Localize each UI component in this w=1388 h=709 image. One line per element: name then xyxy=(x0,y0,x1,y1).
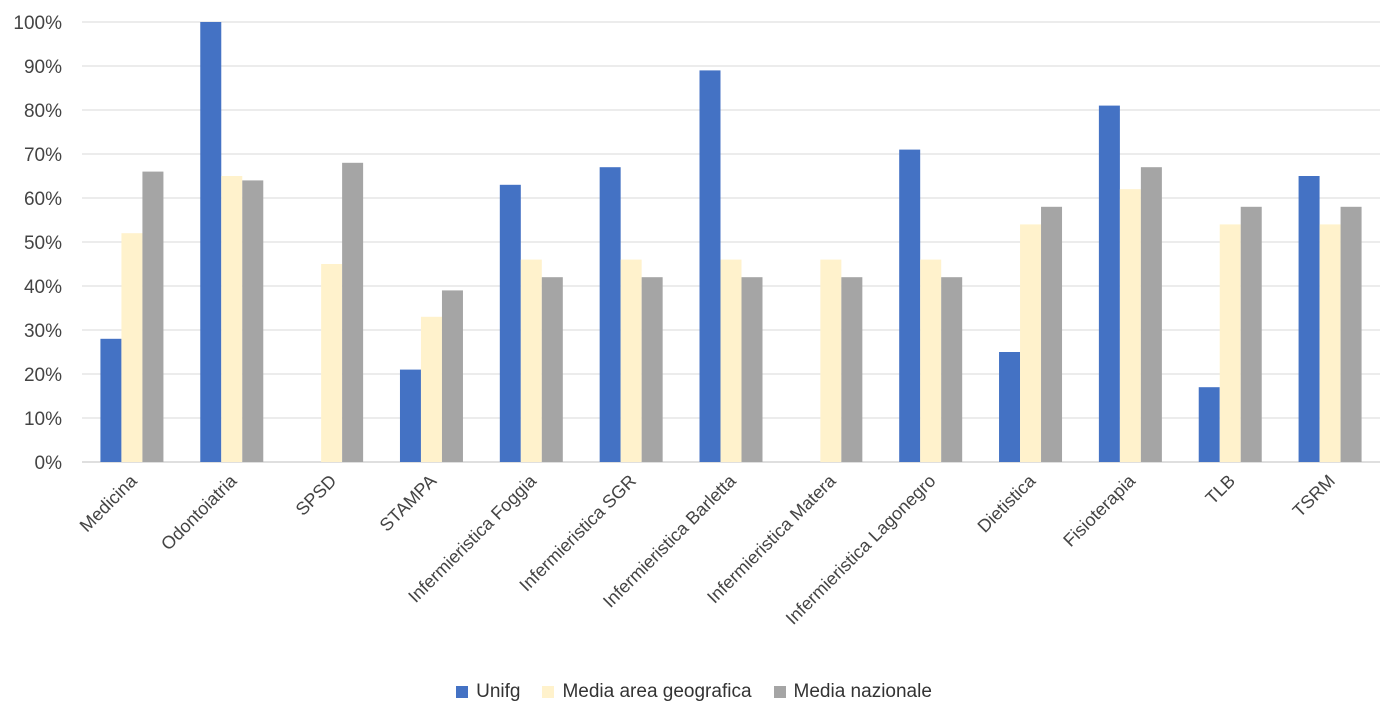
y-tick-label: 100% xyxy=(13,13,62,34)
y-tick-label: 30% xyxy=(24,321,62,342)
bar-media-area-geografica-infermieristica-sgr xyxy=(620,259,642,462)
y-axis: 0% 10% 20% 30% 40% 50% 60% 70% 80% 90% 100% xyxy=(13,13,62,474)
bar-media-area-geografica-medicina xyxy=(121,233,143,462)
x-tick-label-medicina: Medicina xyxy=(76,470,142,536)
bar-media-nazionale-infermieristica-lagonegro xyxy=(941,277,963,462)
legend-swatch-media-area-geografica xyxy=(542,686,555,698)
legend-item-media-area-geografica: Media area geografica xyxy=(542,681,752,703)
y-tick-label: 70% xyxy=(24,145,62,166)
bar-media-area-geografica-odontoiatria xyxy=(221,176,243,462)
bar-media-area-geografica-spsd xyxy=(321,264,343,462)
y-tick-label: 90% xyxy=(24,57,62,78)
legend-swatch-media-nazionale xyxy=(773,686,786,698)
x-tick-label-tsrm: TSRM xyxy=(1289,471,1339,521)
bar-media-nazionale-spsd xyxy=(342,162,364,463)
x-tick-label-spsd: SPSD xyxy=(292,471,341,520)
x-axis: Medicina Odontoiatria SPSD STAMPAInfermieri… xyxy=(76,470,1339,628)
bar-unifg-infermieristica-barletta xyxy=(699,70,721,463)
x-tick-label-dietistica: Dietistica xyxy=(974,470,1040,536)
bar-media-nazionale-odontoiatria xyxy=(242,180,264,462)
y-tick-label: 50% xyxy=(24,233,62,254)
bar-media-nazionale-tsrm xyxy=(1340,206,1362,462)
bar-unifg-dietistica xyxy=(999,352,1021,462)
bar-unifg-tlb xyxy=(1198,387,1220,462)
bar-unifg-infermieristica-sgr xyxy=(599,167,621,462)
legend-label-media-nazionale: Media nazionale xyxy=(793,681,932,702)
bar-unifg-stampa xyxy=(399,369,421,462)
bar-media-nazionale-infermieristica-matera xyxy=(841,277,863,462)
bar-media-nazionale-stampa xyxy=(441,290,463,462)
bar-unifg-infermieristica-lagonegro xyxy=(899,149,921,462)
bar-unifg-infermieristica-foggia xyxy=(499,184,521,463)
x-tick-label-stampa: STAMPA xyxy=(376,471,441,536)
legend-label-media-area-geografica: Media area geografica xyxy=(562,681,752,702)
x-tick-label-odontoiatria: Odontoiatria xyxy=(157,470,241,554)
y-tick-label: 80% xyxy=(24,101,62,122)
y-tick-label: 40% xyxy=(24,277,62,298)
bar-media-nazionale-tlb xyxy=(1240,206,1262,462)
bar-unifg-medicina xyxy=(100,338,122,462)
bars xyxy=(100,22,1362,463)
bar-unifg-odontoiatria xyxy=(200,22,222,462)
bar-media-nazionale-dietistica xyxy=(1041,206,1063,462)
bar-media-nazionale-infermieristica-barletta xyxy=(741,277,763,462)
legend-label-unifg: Unifg xyxy=(476,681,521,702)
bar-media-area-geografica-infermieristica-matera xyxy=(820,259,842,462)
bar-media-area-geografica-tlb xyxy=(1219,224,1241,462)
y-tick-label: 20% xyxy=(24,365,62,386)
bar-media-area-geografica-infermieristica-foggia xyxy=(520,259,542,462)
legend-swatch-unifg xyxy=(456,686,469,698)
bar-media-area-geografica-infermieristica-barletta xyxy=(720,259,742,462)
y-tick-label: 0% xyxy=(35,453,63,474)
bar-unifg-tsrm xyxy=(1298,176,1320,462)
legend-item-media-nazionale: Media nazionale xyxy=(773,681,932,703)
bar-media-area-geografica-fisioterapia xyxy=(1119,189,1141,462)
legend: Unifg Media area geografica Media nazion… xyxy=(0,681,1388,703)
bar-media-area-geografica-infermieristica-lagonegro xyxy=(920,259,942,462)
y-tick-label: 10% xyxy=(24,409,62,430)
bar-unifg-fisioterapia xyxy=(1098,105,1120,462)
bar-media-nazionale-infermieristica-sgr xyxy=(641,277,663,462)
x-tick-label-tlb: TLB xyxy=(1202,471,1239,508)
bar-media-area-geografica-dietistica xyxy=(1020,224,1042,462)
bar-media-nazionale-medicina xyxy=(142,171,164,462)
bar-media-nazionale-infermieristica-foggia xyxy=(541,277,563,462)
y-tick-label: 60% xyxy=(24,189,62,210)
x-tick-label-fisioterapia: Fisioterapia xyxy=(1059,470,1140,551)
bar-media-area-geografica-stampa xyxy=(420,316,442,462)
bar-media-area-geografica-tsrm xyxy=(1319,224,1341,462)
legend-item-unifg: Unifg xyxy=(456,681,520,703)
bar-media-nazionale-fisioterapia xyxy=(1140,167,1162,462)
